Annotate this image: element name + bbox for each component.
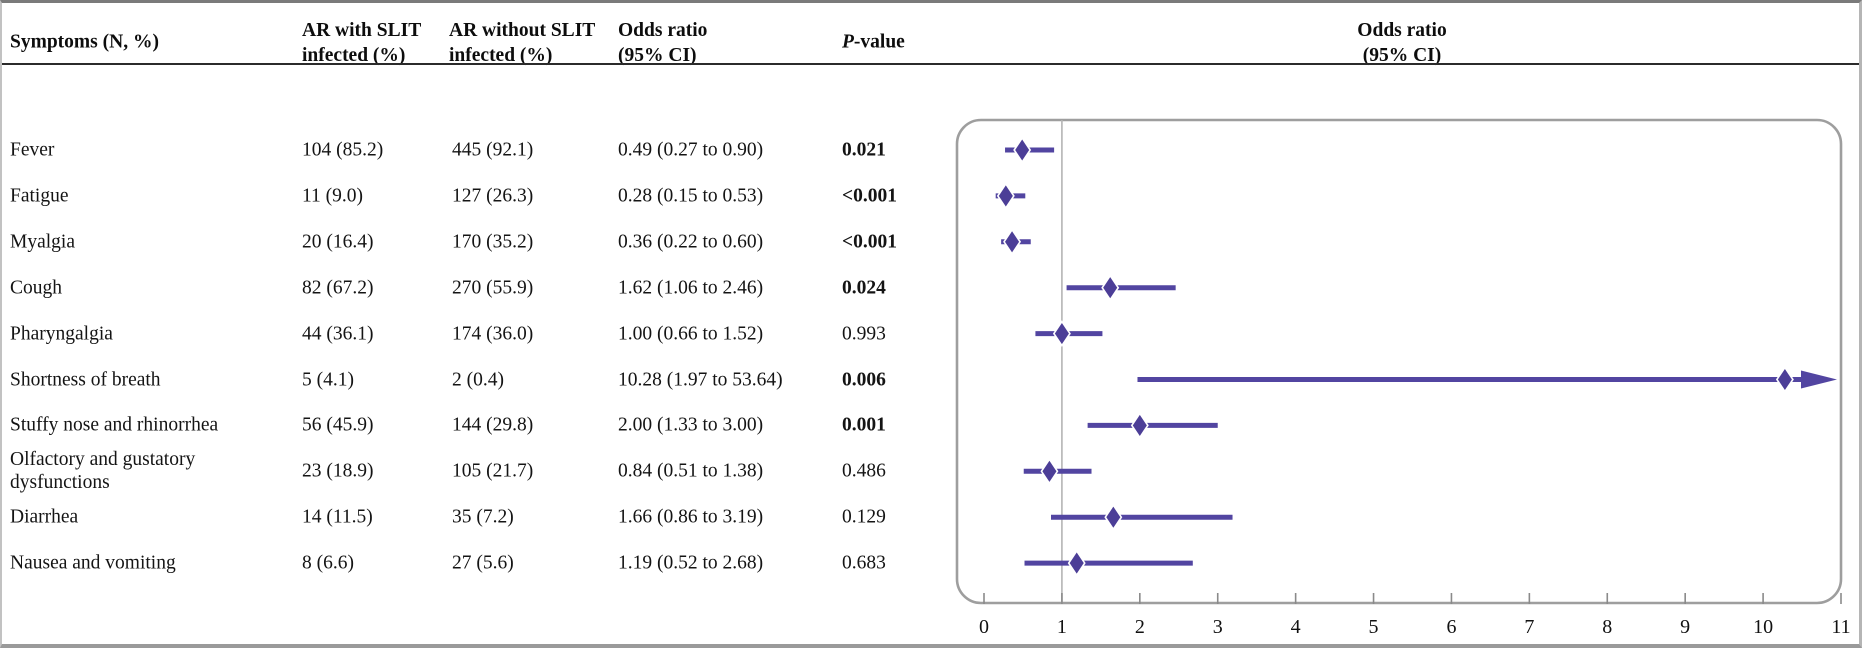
odds-ratio-diamond	[1130, 411, 1149, 439]
or-ci-value: 2.00 (1.33 to 3.00)	[618, 414, 764, 436]
or-ci-value: 1.00 (0.66 to 1.52)	[618, 323, 764, 345]
header-ar-with-slit-line1: AR with SLIT	[302, 20, 422, 41]
symptom-label: Fever	[10, 139, 55, 161]
plot-title-line2: (95% CI)	[1362, 45, 1442, 66]
header-ar-without-slit: AR without SLIT infected (%)	[449, 18, 595, 68]
or-ci-value: 10.28 (1.97 to 53.64)	[618, 369, 783, 390]
without-slit-value: 170 (35.2)	[452, 231, 534, 253]
without-slit-value: 270 (55.9)	[452, 277, 534, 299]
with-slit-value: 44 (36.1)	[302, 323, 374, 345]
plot-title: Odds ratio (95% CI)	[1357, 18, 1446, 68]
with-slit-value: 104 (85.2)	[302, 139, 384, 161]
header-ar-without-slit-line2: infected (%)	[449, 45, 553, 66]
odds-ratio-diamond	[1052, 320, 1071, 348]
header-symptoms: Symptoms (N, %)	[10, 30, 159, 55]
odds-ratio-diamond	[1067, 549, 1086, 577]
p-value: 0.006	[842, 369, 886, 390]
header-p-rest: -value	[853, 31, 905, 53]
symptom-label: Pharyngalgia	[10, 323, 113, 345]
with-slit-value: 8 (6.6)	[302, 552, 354, 574]
or-ci-value: 0.36 (0.22 to 0.60)	[618, 231, 764, 253]
symptom-label: Stuffy nose and rhinorrhea	[10, 414, 219, 436]
without-slit-value: 174 (36.0)	[452, 323, 534, 345]
odds-ratio-diamond	[996, 182, 1015, 210]
or-ci-value: 1.19 (0.52 to 2.68)	[618, 552, 764, 574]
symptom-label: Myalgia	[10, 231, 75, 253]
p-value: 0.993	[842, 323, 886, 345]
header-p-italic: P	[842, 31, 854, 53]
with-slit-value: 82 (67.2)	[302, 277, 374, 299]
axis-tick-label: 3	[1213, 616, 1223, 638]
axis-tick-label: 1	[1057, 616, 1067, 638]
forest-plot-panel: 0 1 2 3 4 5 6 7 8 9 10 11	[955, 118, 1851, 638]
p-value: 0.129	[842, 506, 886, 528]
axis-tick-label: 0	[979, 616, 989, 638]
p-value: <0.001	[842, 185, 897, 207]
axis-tick-label: 5	[1369, 616, 1379, 638]
or-ci-value: 0.84 (0.51 to 1.38)	[618, 460, 764, 482]
p-value: 0.021	[842, 139, 886, 161]
without-slit-value: 445 (92.1)	[452, 139, 534, 161]
plot-panel-border	[955, 118, 1843, 605]
odds-ratio-diamond	[1101, 274, 1120, 302]
with-slit-value: 5 (4.1)	[302, 369, 354, 390]
without-slit-value: 27 (5.6)	[452, 552, 514, 574]
with-slit-value: 11 (9.0)	[302, 185, 364, 207]
header-ar-without-slit-line1: AR without SLIT	[449, 20, 596, 41]
without-slit-value: 144 (29.8)	[452, 414, 534, 436]
without-slit-value: 35 (7.2)	[452, 506, 514, 528]
axis-tick-label: 8	[1602, 616, 1612, 638]
axis-tick-label: 2	[1135, 616, 1145, 638]
p-value: <0.001	[842, 231, 897, 253]
axis-tick-label: 11	[1831, 616, 1850, 638]
p-value: 0.024	[842, 277, 886, 299]
header-ar-with-slit-line2: infected (%)	[302, 45, 406, 66]
p-value: 0.683	[842, 552, 886, 574]
odds-ratio-diamond	[1104, 503, 1123, 531]
axis-tick-label: 4	[1291, 616, 1301, 638]
odds-ratio-diamond	[1003, 228, 1022, 256]
odds-ratio-diamond	[1040, 457, 1059, 485]
with-slit-value: 20 (16.4)	[302, 231, 374, 253]
axis-tick-label: 6	[1446, 616, 1456, 638]
header-odds-ratio: Odds ratio (95% CI)	[618, 18, 707, 68]
or-ci-value: 0.49 (0.27 to 0.90)	[618, 139, 764, 161]
header-divider	[2, 63, 1859, 65]
axis-tick-label: 10	[1753, 616, 1773, 638]
header-odds-ratio-line2: (95% CI)	[618, 45, 697, 66]
odds-ratio-diamond	[1775, 366, 1794, 393]
symptom-label: Shortness of breath	[10, 369, 161, 390]
with-slit-value: 23 (18.9)	[302, 460, 374, 482]
without-slit-value: 105 (21.7)	[452, 460, 534, 482]
without-slit-value: 2 (0.4)	[452, 369, 504, 390]
odds-ratio-diamond	[1013, 136, 1032, 164]
header-ar-with-slit: AR with SLIT infected (%)	[302, 18, 421, 68]
with-slit-value: 56 (45.9)	[302, 414, 374, 436]
symptom-label: Fatigue	[10, 185, 69, 207]
header-symptoms-label: Symptoms (N, %)	[10, 31, 159, 53]
symptom-label: Diarrhea	[10, 506, 79, 528]
symptom-label: Cough	[10, 277, 63, 299]
p-value: 0.001	[842, 414, 886, 436]
header-odds-ratio-line1: Odds ratio	[618, 20, 708, 41]
plot-title-line1: Odds ratio	[1357, 20, 1447, 41]
symptom-label: Olfactory and gustatory dysfunctions	[10, 449, 196, 494]
axis-tick-label: 9	[1680, 616, 1690, 638]
header-p-value: P-value	[842, 30, 905, 55]
or-ci-value: 1.62 (1.06 to 2.46)	[618, 277, 764, 299]
symptom-label: Nausea and vomiting	[10, 552, 176, 574]
p-value: 0.486	[842, 460, 886, 482]
or-ci-value: 1.66 (0.86 to 3.19)	[618, 506, 764, 528]
arrow-right-icon	[1801, 370, 1837, 389]
or-ci-value: 0.28 (0.15 to 0.53)	[618, 185, 764, 207]
without-slit-value: 127 (26.3)	[452, 185, 534, 207]
axis-tick-label: 7	[1524, 616, 1534, 638]
with-slit-value: 14 (11.5)	[302, 506, 373, 528]
